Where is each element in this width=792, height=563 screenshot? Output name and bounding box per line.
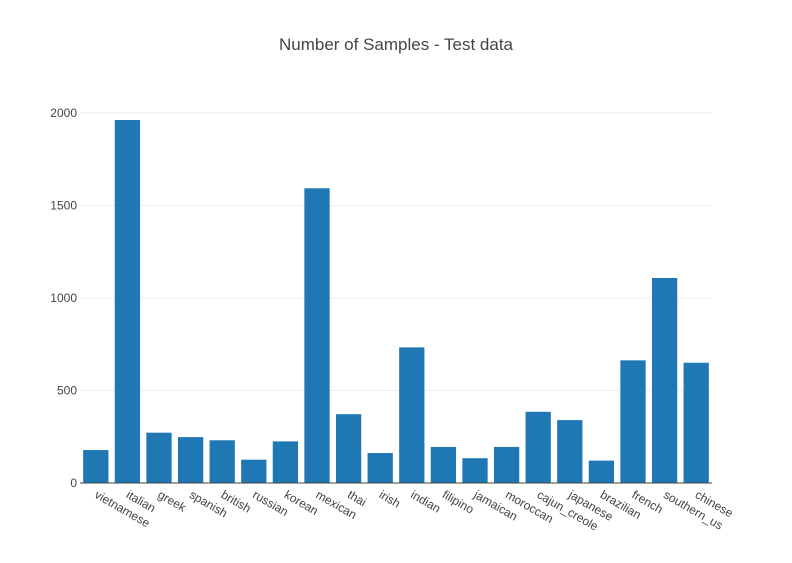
bar-mexican	[304, 188, 330, 484]
bar-italian	[114, 120, 141, 483]
y-tick-labels: 0 500 1000 1500 2000	[50, 106, 77, 490]
bar-vietnamese	[83, 450, 109, 483]
bar-spanish	[177, 437, 204, 483]
bar-irish	[367, 453, 393, 483]
bar-moroccan	[493, 446, 520, 483]
y-tick-label: 1000	[50, 291, 77, 305]
x-tick-labels: vietnameseitaliangreekspanishbritishruss…	[92, 487, 736, 534]
bar-jamaican	[462, 458, 488, 483]
bar-southern_us	[651, 278, 678, 483]
bar-korean	[272, 441, 299, 483]
bar-japanese	[557, 420, 583, 483]
bar-thai	[335, 414, 362, 483]
bar-french	[620, 360, 646, 483]
y-tick-label: 1500	[50, 199, 77, 213]
y-tick-label: 2000	[50, 106, 77, 120]
x-tick-label-irish: irish	[377, 487, 403, 510]
y-tick-label: 0	[70, 476, 77, 490]
x-tick-label-russian: russian	[250, 487, 291, 518]
bar-indian	[399, 347, 425, 483]
x-tick-label-korean: korean	[282, 487, 321, 517]
bar-british	[209, 440, 235, 483]
x-tick-label-filipino: filipino	[440, 487, 477, 516]
bar-cajun_creole	[525, 411, 551, 483]
y-tick-label: 500	[57, 384, 77, 398]
bar-brazilian	[588, 460, 615, 483]
bar-chinese	[683, 362, 709, 483]
bars	[83, 120, 709, 484]
x-tick-label-indian: indian	[408, 487, 443, 515]
bar-filipino	[430, 446, 457, 483]
x-tick-label-greek: greek	[156, 487, 190, 515]
bar-greek	[146, 432, 172, 483]
chart-title: Number of Samples - Test data	[279, 35, 514, 54]
bar-russian	[241, 459, 267, 483]
grid-lines	[80, 112, 712, 391]
